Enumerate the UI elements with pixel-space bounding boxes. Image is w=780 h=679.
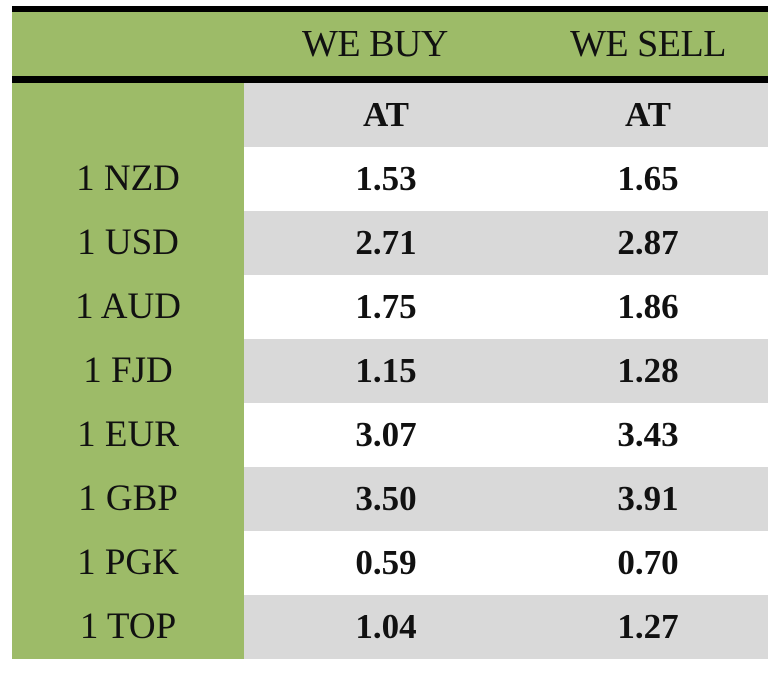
header-we-sell: WE SELL (570, 23, 726, 65)
currency-label: 1 USD (12, 211, 244, 275)
buy-rate: 3.07 (244, 403, 528, 467)
currency-label: 1 NZD (12, 147, 244, 211)
sell-rate: 2.87 (528, 211, 768, 275)
buy-rate: 1.53 (244, 147, 528, 211)
currency-label: 1 FJD (12, 339, 244, 403)
buy-rate: 3.50 (244, 467, 528, 531)
table-row: 1 USD 2.71 2.87 (12, 211, 768, 275)
table-row: 1 GBP 3.50 3.91 (12, 467, 768, 531)
sell-rate: 1.27 (528, 595, 768, 659)
header-empty-cell (12, 12, 244, 76)
currency-label: 1 TOP (12, 595, 244, 659)
buy-rate: 2.71 (244, 211, 528, 275)
sell-rate: 1.86 (528, 275, 768, 339)
table-header: WE BUY WE SELL (12, 12, 768, 76)
sell-rate: 0.70 (528, 531, 768, 595)
table-row: 1 NZD 1.53 1.65 (12, 147, 768, 211)
buy-rate: 1.04 (244, 595, 528, 659)
currency-label: 1 EUR (12, 403, 244, 467)
currency-label: 1 GBP (12, 467, 244, 531)
table-row: 1 PGK 0.59 0.70 (12, 531, 768, 595)
subheader-sell-at: AT (528, 83, 768, 147)
subheader-empty-cell (12, 83, 244, 147)
subheader-row: AT AT (12, 83, 768, 147)
currency-label: 1 AUD (12, 275, 244, 339)
table-row: 1 AUD 1.75 1.86 (12, 275, 768, 339)
subheader-buy-at: AT (244, 83, 528, 147)
header-rule (12, 76, 768, 83)
header-we-buy: WE BUY (302, 23, 448, 65)
sell-rate: 3.43 (528, 403, 768, 467)
table-row: 1 EUR 3.07 3.43 (12, 403, 768, 467)
sell-rate: 3.91 (528, 467, 768, 531)
sell-rate: 1.28 (528, 339, 768, 403)
top-rule (12, 6, 768, 12)
buy-rate: 1.15 (244, 339, 528, 403)
currency-label: 1 PGK (12, 531, 244, 595)
sell-rate: 1.65 (528, 147, 768, 211)
buy-rate: 1.75 (244, 275, 528, 339)
table-row: 1 TOP 1.04 1.27 (12, 595, 768, 659)
exchange-rate-table: WE BUY WE SELL AT AT 1 NZD 1.53 1.65 1 U… (12, 6, 768, 659)
table-row: 1 FJD 1.15 1.28 (12, 339, 768, 403)
buy-rate: 0.59 (244, 531, 528, 595)
